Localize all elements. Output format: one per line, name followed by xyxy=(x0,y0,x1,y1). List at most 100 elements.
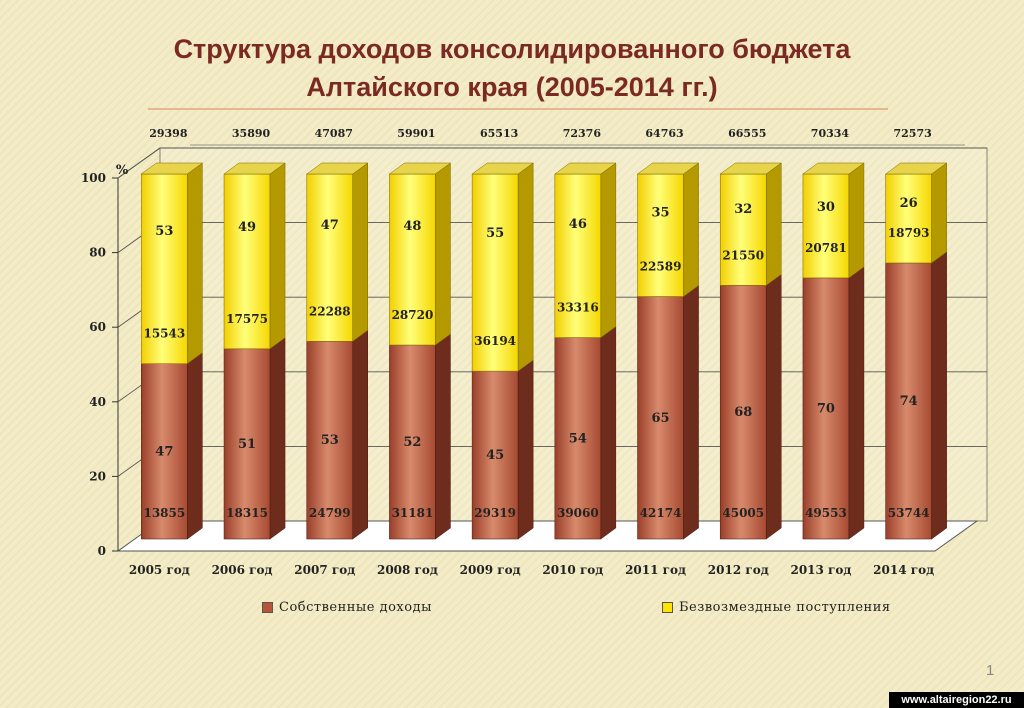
bar-transfers-side xyxy=(600,162,617,339)
data-label-transfers-amount: 21550 xyxy=(722,248,764,262)
data-label-transfers-percent: 35 xyxy=(652,205,670,220)
bar-top xyxy=(223,162,286,175)
legend-label-transfers: Безвозмездные поступления xyxy=(679,600,891,615)
total-label: 65513 xyxy=(480,127,518,140)
x-tick-label: 2007 год xyxy=(294,563,355,577)
site-url: www.altairegion22.ru xyxy=(889,692,1024,708)
page-number: 1 xyxy=(986,662,995,679)
data-label-transfers-percent: 26 xyxy=(900,196,918,211)
data-label-own-revenue-amount: 42174 xyxy=(640,506,682,520)
data-label-own-revenue-amount: 45005 xyxy=(722,506,764,520)
bar-top xyxy=(140,162,204,175)
data-label-own-revenue-percent: 45 xyxy=(486,448,504,463)
data-label-transfers-percent: 30 xyxy=(817,200,835,215)
data-label-transfers-amount: 36194 xyxy=(474,334,516,348)
bar-own-revenue xyxy=(719,285,767,540)
bar-top xyxy=(636,162,700,175)
legend-label-own-revenue: Собственные доходы xyxy=(279,600,432,615)
bar-own-revenue-side xyxy=(187,352,203,540)
data-label-own-revenue-percent: 47 xyxy=(155,444,173,459)
data-label-own-revenue-amount: 29319 xyxy=(474,506,516,520)
total-label: 35890 xyxy=(232,127,271,140)
x-tick-label: 2005 год xyxy=(129,563,190,577)
bar-transfers xyxy=(885,173,932,264)
y-tick-label: 0 xyxy=(98,544,106,558)
chart-title-line-1: Структура доходов консолидированного бюд… xyxy=(173,34,851,64)
bar-top xyxy=(802,162,865,175)
bar-transfers-side xyxy=(187,162,203,365)
legend-swatch-transfers xyxy=(662,602,673,613)
bar-transfers-side xyxy=(435,162,451,346)
data-label-transfers-amount: 18793 xyxy=(888,226,930,240)
x-tick-label: 2009 год xyxy=(460,563,521,577)
title-divider xyxy=(148,108,888,110)
y-tick-label: 20 xyxy=(89,469,106,483)
total-label: 47087 xyxy=(315,127,353,140)
bar-transfers-side xyxy=(848,162,865,279)
bar-transfers-side xyxy=(352,162,368,342)
data-label-transfers-amount: 22589 xyxy=(640,260,682,274)
bar-transfers-side xyxy=(269,162,286,350)
legend-item-transfers: Безвозмездные поступления xyxy=(662,600,891,615)
x-tick-label: 2012 год xyxy=(708,563,769,577)
bar-own-revenue-side xyxy=(435,333,451,540)
data-label-own-revenue-amount: 53744 xyxy=(888,506,930,520)
bar-transfers-side xyxy=(683,162,699,298)
bar-transfers xyxy=(554,173,602,338)
x-tick-label: 2010 год xyxy=(542,563,603,577)
data-label-transfers-percent: 47 xyxy=(321,218,339,233)
bar-transfers-side xyxy=(931,162,947,264)
data-label-own-revenue-percent: 74 xyxy=(900,394,918,409)
data-label-own-revenue-percent: 70 xyxy=(817,401,835,416)
legend-swatch-own-revenue xyxy=(262,602,273,613)
y-tick-label: 60 xyxy=(89,320,106,334)
bar-own-revenue-side xyxy=(269,337,286,540)
data-label-transfers-percent: 48 xyxy=(403,219,421,234)
y-unit-label: % xyxy=(116,163,129,178)
bar-own-revenue-side xyxy=(517,359,534,540)
bar-own-revenue xyxy=(637,296,684,540)
data-label-transfers-percent: 49 xyxy=(238,220,256,235)
y-axis-depth xyxy=(117,147,161,179)
total-label: 66555 xyxy=(728,127,766,140)
data-label-own-revenue-percent: 65 xyxy=(652,411,670,426)
bar-transfers-side xyxy=(517,162,534,372)
data-label-own-revenue-percent: 52 xyxy=(403,435,421,450)
bar-top xyxy=(884,162,948,175)
total-label: 72573 xyxy=(894,127,932,140)
data-label-own-revenue-percent: 54 xyxy=(569,431,587,446)
y-tick-label: 40 xyxy=(89,395,106,409)
bar-transfers xyxy=(719,173,767,286)
bar-top xyxy=(719,162,783,175)
bar-top xyxy=(388,162,452,175)
chart-title: Структура доходов консолидированного бюд… xyxy=(0,30,1024,106)
legend-item-own-revenue: Собственные доходы xyxy=(262,600,432,615)
total-label: 59901 xyxy=(397,127,435,140)
data-label-transfers-percent: 55 xyxy=(486,226,504,241)
bar-top xyxy=(305,162,369,175)
data-label-own-revenue-amount: 39060 xyxy=(557,506,599,520)
bar-own-revenue-side xyxy=(683,285,699,540)
x-tick-label: 2008 год xyxy=(377,563,438,577)
data-label-own-revenue-percent: 53 xyxy=(321,433,339,448)
total-label: 72376 xyxy=(563,127,602,140)
bar-own-revenue-side xyxy=(600,326,617,540)
bar-transfers xyxy=(306,173,354,342)
bar-own-revenue xyxy=(885,262,932,540)
data-label-own-revenue-amount: 24799 xyxy=(309,506,351,520)
data-label-transfers-amount: 28720 xyxy=(392,308,434,322)
bar-own-revenue-side xyxy=(931,251,947,540)
data-label-own-revenue-amount: 13855 xyxy=(143,506,185,520)
bar-own-revenue-side xyxy=(352,329,368,540)
y-tick-label: 80 xyxy=(89,246,106,260)
bar-own-revenue xyxy=(141,363,188,540)
bar-transfers xyxy=(637,173,684,297)
data-label-transfers-amount: 17575 xyxy=(226,312,268,326)
x-tick-label: 2006 год xyxy=(212,563,273,577)
x-tick-label: 2011 год xyxy=(625,563,686,577)
total-label: 64763 xyxy=(645,127,683,140)
data-label-own-revenue-amount: 18315 xyxy=(226,506,268,520)
bar-own-revenue xyxy=(802,277,850,540)
bar-top xyxy=(471,162,534,175)
